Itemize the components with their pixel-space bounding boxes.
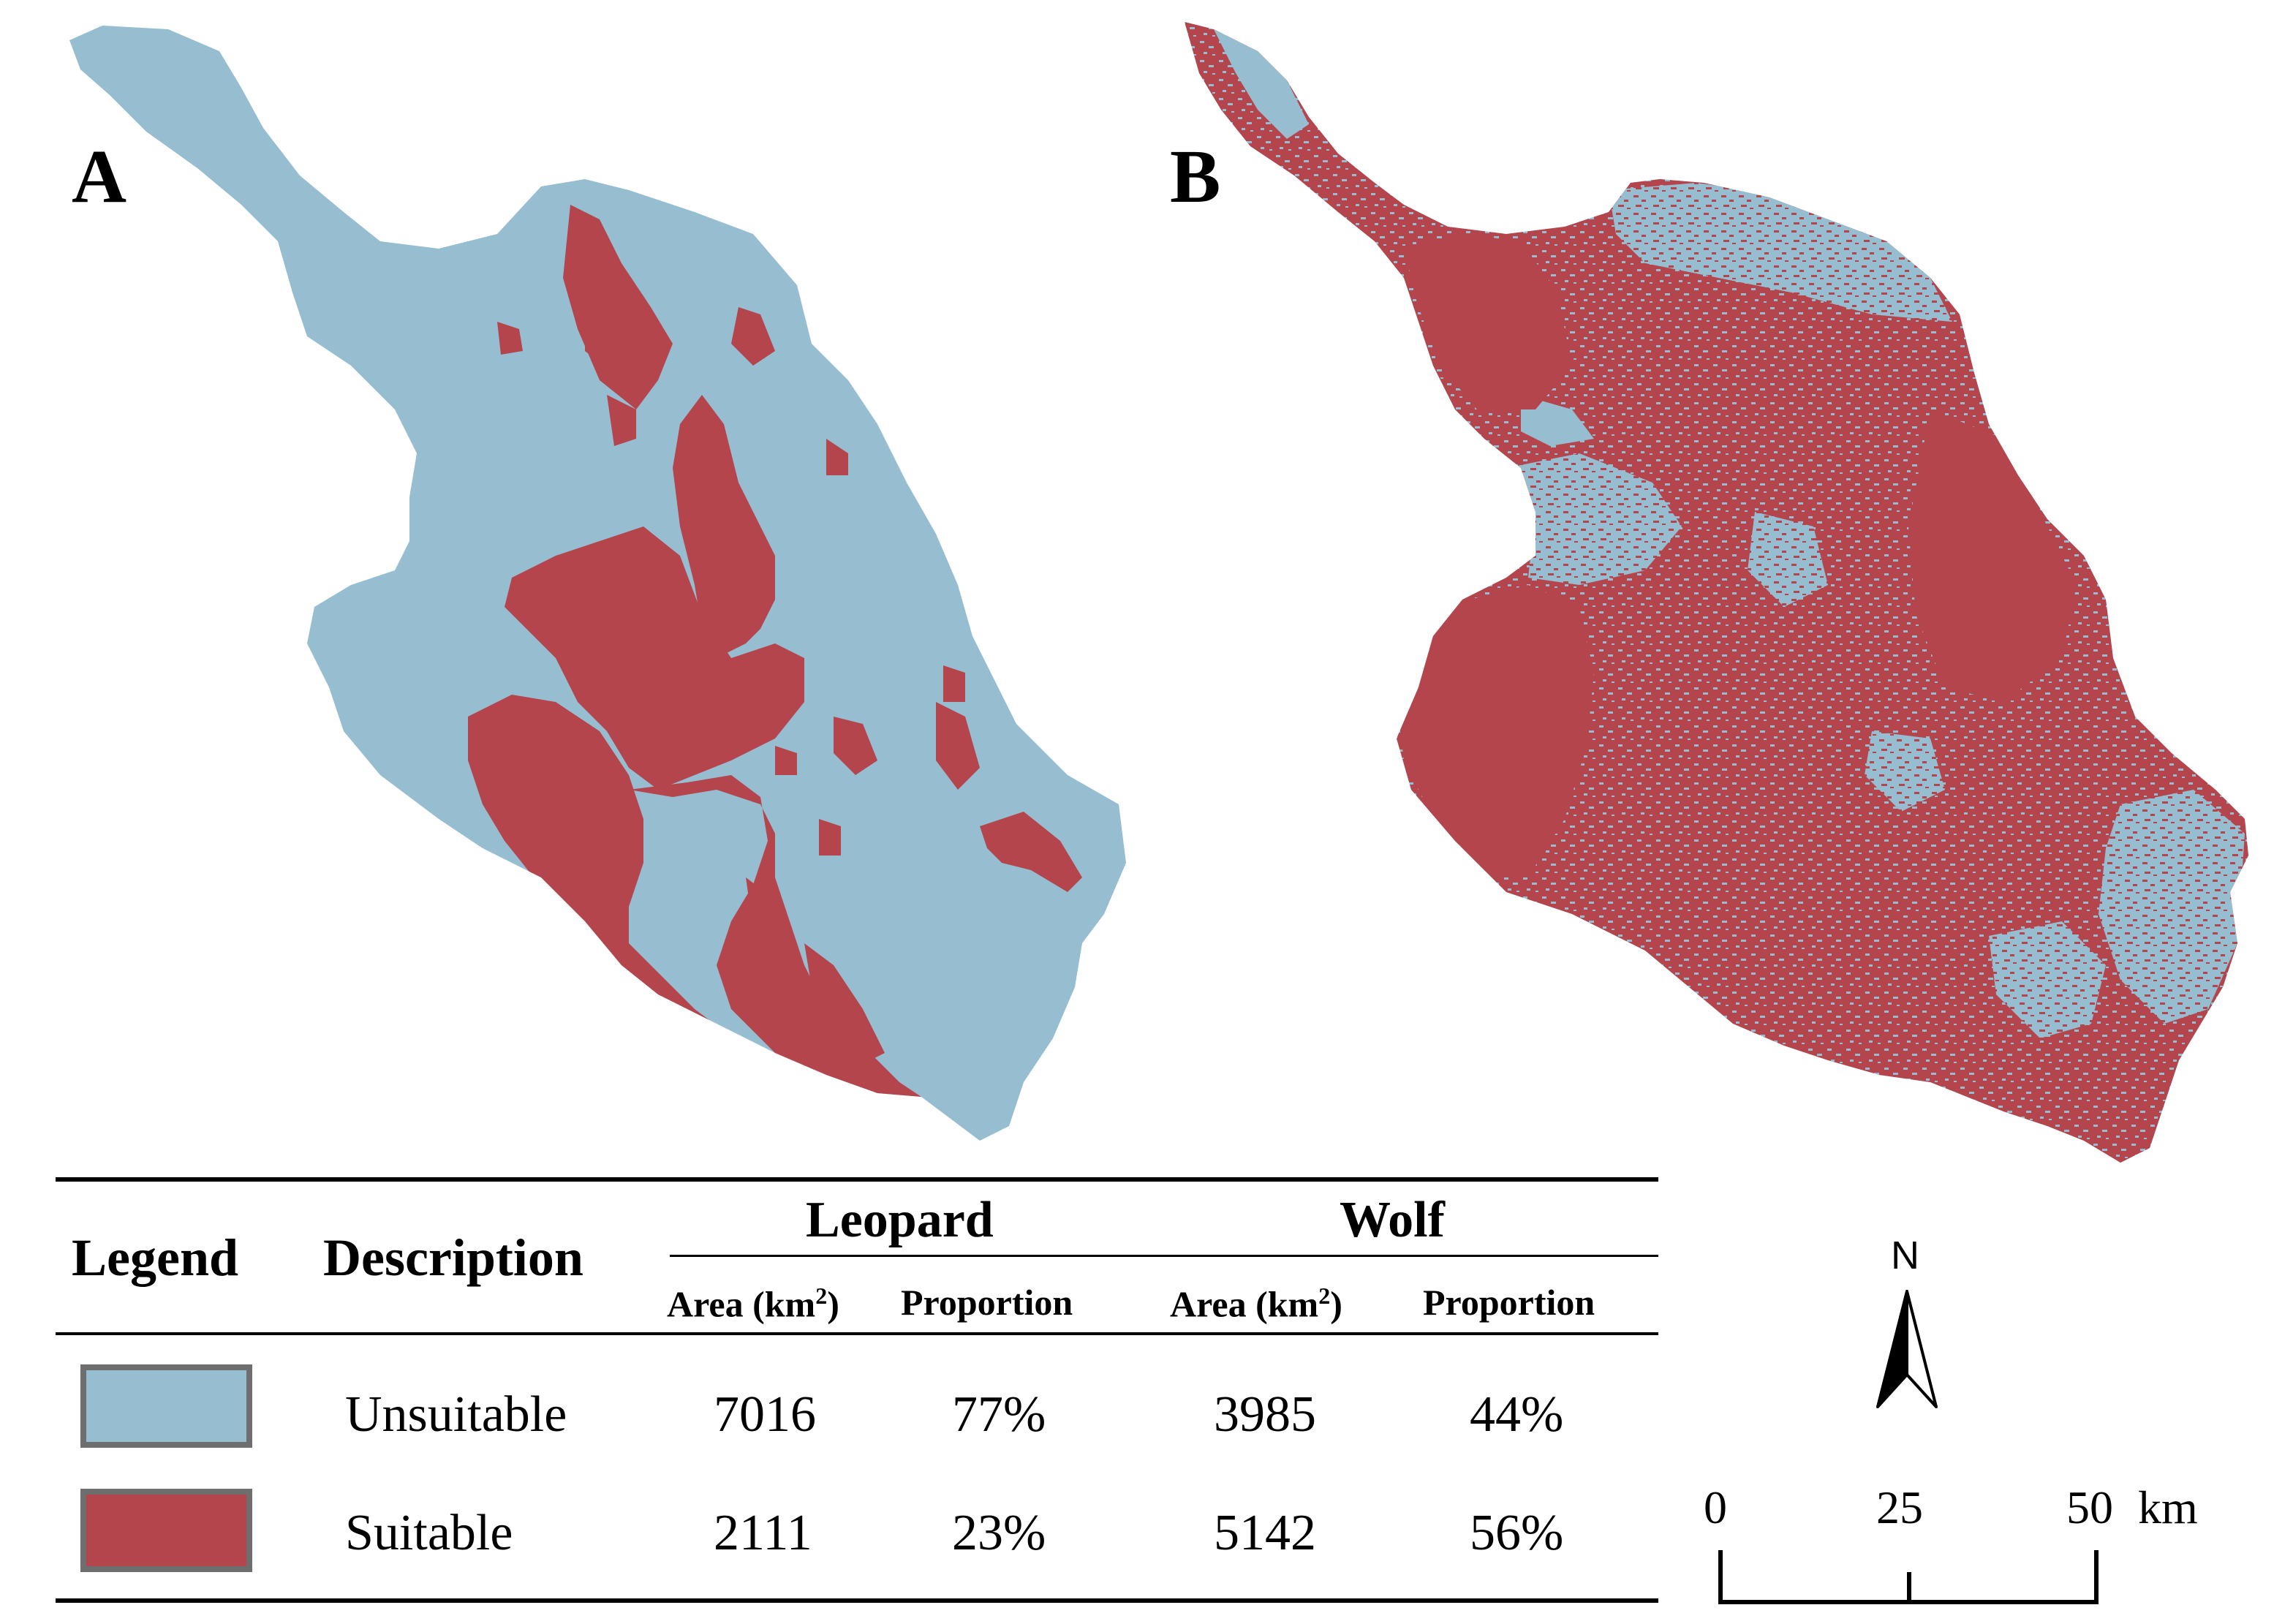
wolf-area-header: Area (km2)	[1170, 1283, 1342, 1325]
header-bottom-rule	[56, 1332, 1658, 1335]
scale-bar	[1718, 1550, 2099, 1604]
row-unsuitable-wolf-proportion: 44%	[1470, 1386, 1564, 1443]
map-a-leopard	[69, 26, 1126, 1141]
habitat-maps	[69, 22, 2248, 1163]
species-header-leopard: Leopard	[806, 1192, 994, 1248]
scale-tick-25: 25	[1876, 1481, 1923, 1533]
table-bottom-rule	[56, 1598, 1658, 1603]
species-header-wolf: Wolf	[1340, 1192, 1445, 1248]
swatch-suitable	[80, 1489, 252, 1572]
row-unsuitable-wolf-area: 3985	[1214, 1386, 1316, 1443]
panel-letter-b: B	[1170, 135, 1221, 219]
north-arrow-icon	[1876, 1290, 1938, 1408]
panel-letter-a: A	[72, 135, 127, 219]
legend-header: Legend	[72, 1228, 239, 1287]
map-b-wolf	[1185, 22, 2248, 1163]
row-unsuitable-leopard-proportion: 77%	[952, 1386, 1046, 1443]
species-underline	[670, 1255, 1658, 1257]
leopard-area-header: Area (km2)	[667, 1283, 839, 1325]
scale-tick-0: 0	[1704, 1481, 1727, 1533]
swatch-unsuitable	[80, 1364, 252, 1448]
row-unsuitable-leopard-area: 7016	[714, 1386, 816, 1443]
north-label: N	[1891, 1234, 1919, 1277]
row-suitable-leopard-area: 2111	[714, 1505, 812, 1561]
scale-unit: km	[2138, 1481, 2198, 1533]
table-top-rule	[56, 1177, 1658, 1182]
wolf-proportion-header: Proportion	[1423, 1282, 1595, 1323]
row-suitable-wolf-area: 5142	[1214, 1505, 1316, 1561]
row-suitable-wolf-proportion: 56%	[1470, 1505, 1564, 1561]
description-header: Description	[323, 1228, 583, 1287]
row-suitable-leopard-proportion: 23%	[952, 1505, 1046, 1561]
scale-tick-50: 50	[2066, 1481, 2113, 1533]
row-suitable-description: Suitable	[345, 1505, 513, 1561]
leopard-proportion-header: Proportion	[901, 1282, 1073, 1323]
row-unsuitable-description: Unsuitable	[345, 1386, 567, 1443]
